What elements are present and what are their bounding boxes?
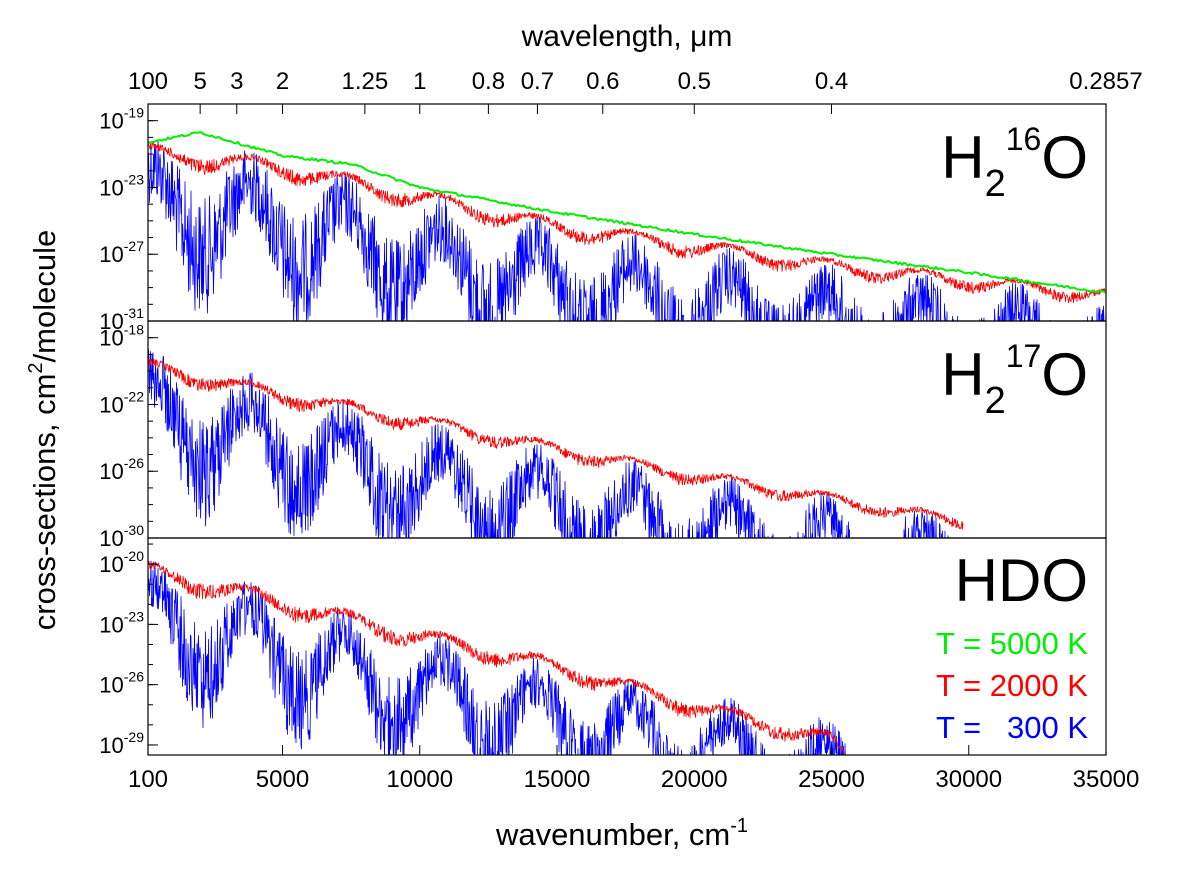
x-tick-label: 5000 (256, 766, 309, 793)
panel-h2-16o-label: H216O (941, 121, 1088, 205)
y-tick-label: 10-31 (99, 305, 144, 334)
top-tick-label: 0.5 (678, 68, 711, 95)
x-tick-label: 30000 (935, 766, 1002, 793)
top-tick-label: 0.8 (472, 68, 505, 95)
y-tick-label: 10-23 (99, 171, 144, 200)
y-axis-title: cross-sections, cm2/molecule (25, 230, 62, 630)
panel-h2-16o-y-ticks: 10-19 10-23 10-27 10-31 (99, 103, 158, 334)
x-axis-title: wavenumber, cm-1 (495, 815, 748, 852)
x-tick-label: 20000 (661, 766, 728, 793)
series-line-5000k (148, 131, 1106, 294)
top-tick-label: 2 (276, 68, 289, 95)
panel-h2-16o-series (148, 131, 1106, 321)
series-line-300k (148, 139, 1106, 321)
y-tick-label: 10-26 (99, 669, 144, 698)
top-tick-label: 5 (193, 68, 206, 95)
y-tick-label: 10-26 (99, 455, 144, 484)
y-tick-label: 10-23 (99, 608, 144, 637)
series-line-300k (148, 349, 950, 538)
top-axis-ticks: 100 5 3 2 1.25 1 0.8 0.7 0.6 0.5 0.4 0.2857 (128, 68, 1143, 114)
top-tick-label: 1 (413, 68, 426, 95)
series-line-300k (148, 560, 846, 755)
x-tick-label: 10000 (386, 766, 453, 793)
x-tick-label: 100 (128, 766, 168, 793)
top-tick-label: 1.25 (341, 68, 388, 95)
x-tick-label: 15000 (524, 766, 591, 793)
top-tick-label: 100 (128, 68, 168, 95)
top-tick-label: 3 (230, 68, 243, 95)
y-tick-label: 10-22 (99, 388, 144, 417)
panel-hdo-frame (147, 537, 1107, 756)
y-tick-label: 10-30 (99, 522, 144, 551)
legend: T = 5000 K T = 2000 K T = 300 K (936, 626, 1088, 745)
panel-hdo-y-ticks: 10-20 10-23 10-26 10-29 (99, 543, 158, 758)
top-tick-label: 0.7 (521, 68, 554, 95)
y-tick-label: 10-19 (99, 105, 144, 134)
top-axis-title: wavelength, μm (521, 20, 733, 53)
x-axis-ticks: 100 5000 10000 15000 20000 25000 30000 35000 (128, 745, 1139, 793)
y-tick-label: 10-29 (99, 729, 144, 758)
panel-h2-17o-label: H217O (941, 338, 1088, 422)
legend-entry-2000k: T = 2000 K (936, 668, 1088, 703)
series-line-2000k (148, 357, 964, 530)
x-tick-label: 25000 (798, 766, 865, 793)
series-line-2000k (148, 142, 1106, 304)
y-tick-label: 10-18 (99, 322, 144, 351)
series-line-2000k (148, 560, 845, 755)
panel-h2-17o-series (148, 349, 964, 538)
top-tick-label: 0.4 (815, 68, 848, 95)
legend-entry-5000k: T = 5000 K (936, 626, 1088, 661)
top-tick-label: 0.2857 (1069, 68, 1142, 95)
y-tick-label: 10-27 (99, 238, 144, 267)
panel-hdo-label: HDO (955, 547, 1088, 614)
panel-h2-17o-y-ticks: 10-18 10-22 10-26 10-30 (99, 320, 158, 551)
y-tick-label: 10-20 (99, 548, 144, 577)
x-tick-label: 35000 (1073, 766, 1140, 793)
panel-hdo-series (148, 560, 846, 755)
top-tick-label: 0.6 (586, 68, 619, 95)
legend-entry-300k: T = 300 K (936, 710, 1088, 745)
